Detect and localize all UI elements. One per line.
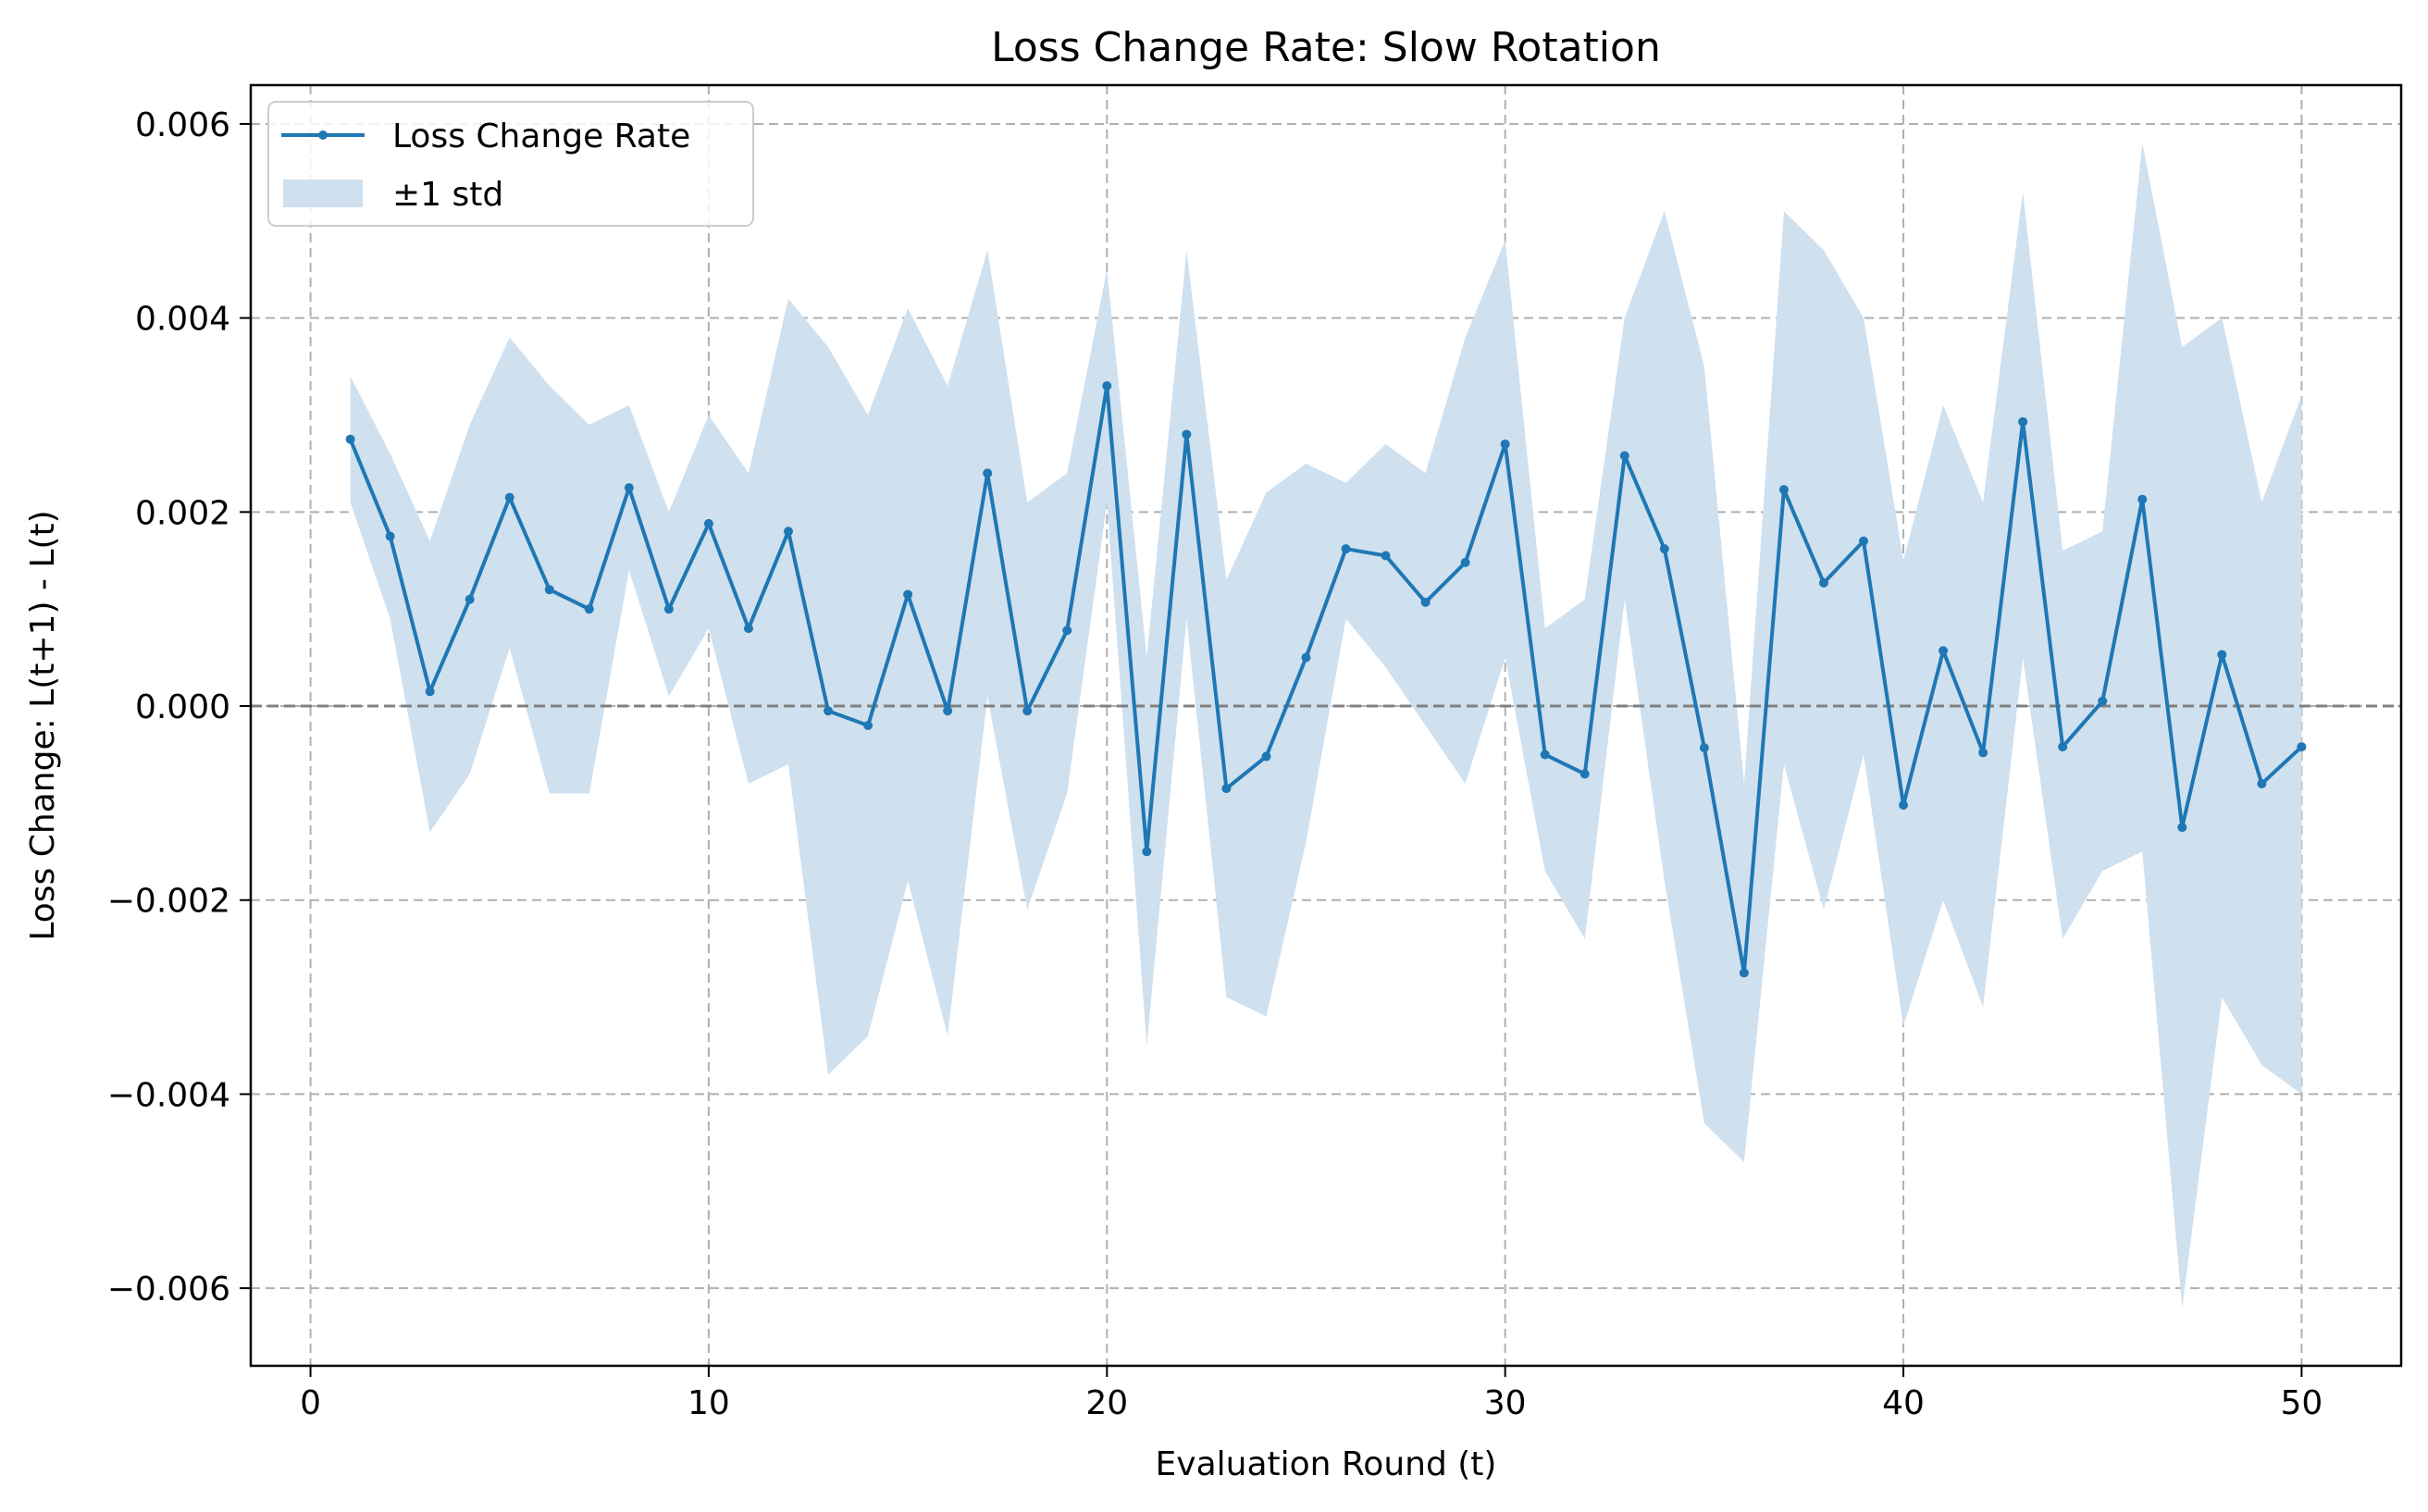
data-point: [624, 483, 634, 493]
legend-line-marker: [318, 130, 328, 140]
data-point: [903, 589, 913, 600]
plot-frame: [249, 83, 2403, 1368]
std-band: [350, 143, 2302, 1308]
data-point: [1540, 750, 1550, 760]
y-tick-label: −0.004: [107, 1076, 230, 1114]
x-tick-label: 30: [1484, 1384, 1527, 1422]
data-point: [1142, 847, 1152, 857]
legend-band-swatch: [283, 180, 363, 207]
legend-box: [267, 101, 754, 227]
data-point: [1939, 646, 1949, 656]
data-point: [1062, 626, 1072, 636]
data-point: [1460, 557, 1470, 567]
data-point: [2297, 742, 2307, 752]
x-axis-ticks: 0 10 20 30 40 50: [300, 1366, 2323, 1422]
x-axis-label: Evaluation Round (t): [1156, 1445, 1497, 1483]
data-point: [784, 527, 793, 537]
data-point: [1859, 536, 1868, 546]
data-point: [1102, 381, 1112, 391]
y-tick-label: 0.000: [135, 688, 230, 726]
data-point: [1619, 451, 1629, 461]
data-point: [1500, 439, 1510, 449]
data-point: [863, 721, 873, 730]
data-point: [1579, 769, 1590, 779]
data-point: [1818, 577, 1828, 588]
y-tick-label: 0.002: [135, 494, 230, 532]
data-point: [1221, 784, 1232, 794]
x-tick-label: 50: [2281, 1384, 2323, 1422]
series-layer: [345, 381, 2307, 978]
data-point: [544, 585, 554, 595]
chart-title: Loss Change Rate: Slow Rotation: [991, 24, 1661, 71]
data-point: [1381, 551, 1391, 561]
data-point: [1659, 544, 1669, 554]
legend-label-series: Loss Change Rate: [392, 118, 690, 155]
series-line: [348, 384, 2303, 975]
y-tick-label: 0.006: [135, 106, 230, 144]
data-point: [2018, 416, 2028, 427]
data-point: [1261, 751, 1271, 762]
data-point: [983, 468, 993, 478]
y-tick-label: −0.002: [107, 883, 230, 921]
data-point: [1978, 748, 1988, 758]
x-tick-label: 20: [1085, 1384, 1128, 1422]
data-point: [1301, 652, 1311, 663]
data-point: [2137, 494, 2148, 504]
data-point: [2177, 823, 2187, 833]
data-point: [2098, 696, 2108, 706]
legend-label-band: ±1 std: [392, 176, 503, 214]
data-point: [465, 594, 475, 604]
data-point: [425, 687, 435, 697]
data-point: [824, 706, 834, 716]
x-tick-label: 0: [300, 1384, 321, 1422]
data-point: [1341, 544, 1351, 554]
y-tick-label: 0.004: [135, 301, 230, 339]
data-point: [1420, 597, 1431, 607]
x-tick-label: 40: [1882, 1384, 1925, 1422]
data-point: [1899, 799, 1909, 810]
y-axis-ticks: −0.006 −0.004 −0.002 0.000 0.002 0.004 0.006: [107, 106, 251, 1308]
std-band-layer: [350, 143, 2302, 1308]
x-tick-label: 10: [688, 1384, 730, 1422]
data-point: [2058, 742, 2068, 752]
data-point: [584, 604, 594, 614]
data-point: [385, 531, 395, 541]
y-tick-label: −0.006: [107, 1270, 230, 1308]
y-axis-label: Loss Change: L(t+1) - L(t): [24, 510, 62, 940]
data-point: [345, 434, 355, 444]
data-point: [1778, 485, 1789, 495]
data-point: [1699, 743, 1709, 753]
legend: Loss Change Rate ±1 std: [267, 101, 754, 227]
data-point: [504, 492, 514, 502]
data-point: [943, 706, 953, 716]
data-point: [663, 604, 674, 614]
data-point: [2257, 778, 2267, 788]
data-point: [1739, 968, 1749, 978]
data-point: [1022, 706, 1033, 716]
data-point: [743, 624, 753, 634]
data-point: [703, 518, 713, 528]
data-point: [1182, 429, 1192, 440]
data-point: [2217, 650, 2227, 660]
